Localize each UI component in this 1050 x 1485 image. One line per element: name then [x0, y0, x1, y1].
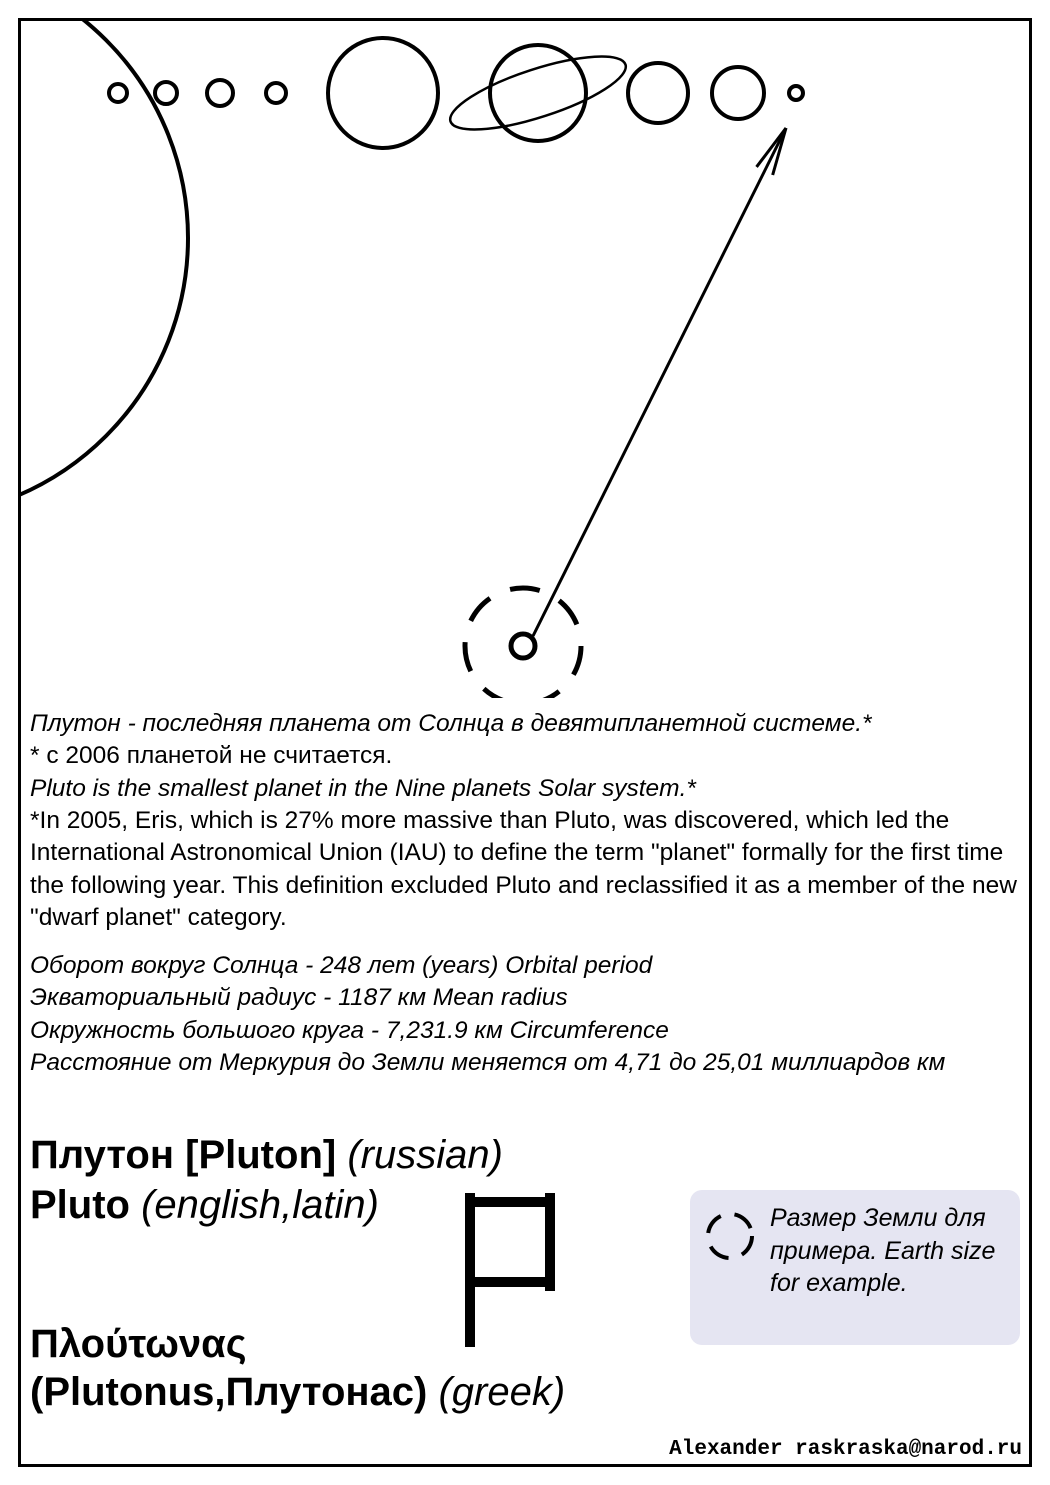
fact-orbital-period: Оборот вокруг Солнца - 248 лет (years) O… — [30, 950, 1020, 982]
fact-radius: Экваториальный радиус - 1187 км Mean rad… — [30, 982, 1020, 1014]
earth-size-icon — [704, 1210, 756, 1262]
facts-paragraph: Оборот вокруг Солнца - 248 лет (years) O… — [30, 950, 1020, 1079]
fact-circumference: Окружность большого круга - 7,231.9 км C… — [30, 1015, 1020, 1047]
earth-legend-text: Размер Земли для примера. Earth size for… — [770, 1204, 995, 1297]
solar-system-diagram — [18, 18, 1032, 698]
name-english-lang: (english,latin) — [130, 1183, 379, 1227]
author-credit: Alexander raskraska@narod.ru — [669, 1438, 1022, 1461]
name-russian-text: Плутон [Pluton] — [30, 1133, 336, 1177]
name-greek-translit-text: (Plutonus,Плутонас) — [30, 1370, 427, 1414]
name-greek-translit: (Plutonus,Плутонас) (greek) — [30, 1368, 1020, 1416]
name-greek-lang: (greek) — [427, 1370, 565, 1414]
fact-distance: Расстояние от Меркурия до Земли меняется… — [30, 1047, 1020, 1079]
name-russian: Плутон [Pluton] (russian) — [30, 1130, 1020, 1180]
en-description: Pluto is the smallest planet in the Nine… — [30, 773, 1020, 805]
en-note: *In 2005, Eris, which is 27% more massiv… — [30, 805, 1020, 934]
name-english-text: Pluto — [30, 1183, 130, 1227]
description-paragraph: Плутон - последняя планета от Солнца в д… — [30, 708, 1020, 934]
ru-note: * с 2006 планетой не считается. — [30, 740, 1020, 772]
name-greek: Πλούτωνας — [30, 1320, 1020, 1368]
greek-name-block: Πλούτωνας (Plutonus,Плутонас) (greek) — [30, 1320, 1020, 1416]
ru-description: Плутон - последняя планета от Солнца в д… — [30, 708, 1020, 740]
name-russian-lang: (russian) — [336, 1133, 503, 1177]
